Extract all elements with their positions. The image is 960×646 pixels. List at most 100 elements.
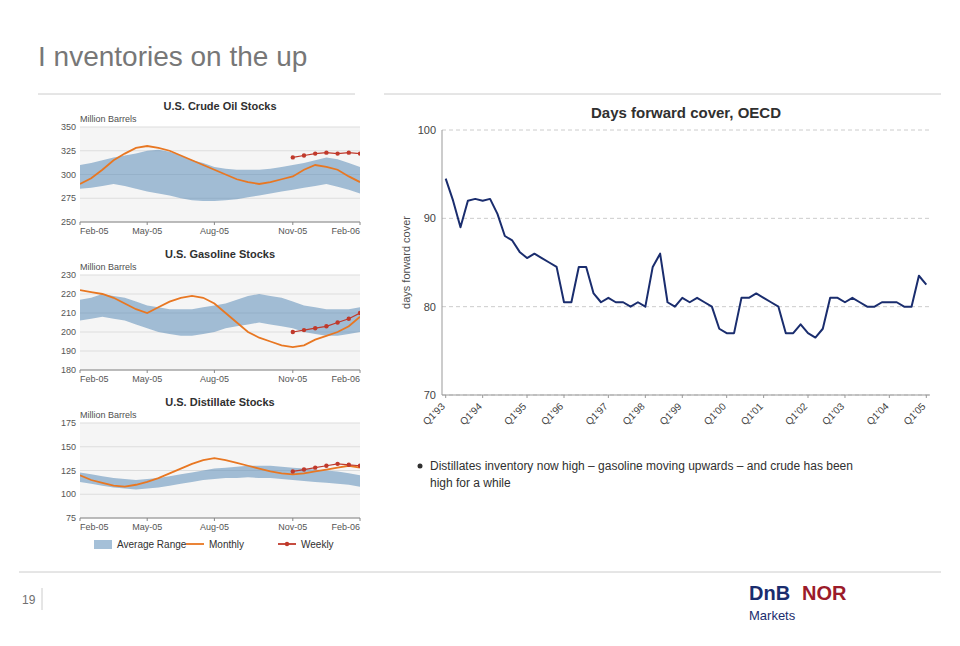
chart-title: U.S. Gasoline Stocks: [165, 248, 275, 260]
oecd-chart: 708090100Q1'93Q1'94Q1'95Q1'96Q1'97Q1'98Q…: [400, 104, 930, 427]
x-tick: [608, 395, 609, 398]
grid-line: [80, 222, 360, 223]
logo-text: Markets: [749, 608, 796, 623]
legend-marker: [285, 542, 289, 546]
bullet-dot: [418, 464, 423, 469]
x-tick-label: Q1'99: [657, 400, 684, 427]
plot-marks: [80, 458, 360, 489]
x-tick-label: Q1'00: [702, 400, 729, 427]
separator: [19, 572, 941, 573]
x-tick-label: Q1'03: [820, 400, 847, 427]
separator: [384, 94, 941, 95]
x-tick-label: Nov-05: [278, 226, 307, 236]
grid-line: [80, 150, 360, 151]
x-tick: [808, 395, 809, 398]
y-tick-label: 230: [61, 270, 76, 280]
x-tick-label: Feb-05: [80, 374, 109, 384]
point: [324, 150, 328, 154]
grid-line: [80, 351, 360, 352]
slide-title: I nventories on the up: [38, 41, 307, 72]
x-tick: [645, 395, 646, 398]
y-tick-label: 180: [61, 365, 76, 375]
y-tick-label: 250: [61, 217, 76, 227]
y-tick-label: 125: [61, 466, 76, 476]
x-tick-label: Q1'01: [739, 400, 766, 427]
y-tick-label: 325: [61, 146, 76, 156]
x-tick-label: Q1'95: [502, 400, 529, 427]
grid-line: [80, 518, 360, 519]
logo-text: DnB: [749, 582, 790, 604]
grid-line: [442, 306, 930, 307]
y-tick-label: 150: [61, 442, 76, 452]
y-tick-label: 200: [61, 327, 76, 337]
x-tick-label: Feb-06: [331, 374, 360, 384]
series-line: [80, 146, 360, 184]
y-tick-label: 70: [424, 389, 436, 401]
point: [358, 464, 360, 468]
x-axis: [80, 222, 360, 223]
logo-text: NOR: [802, 582, 847, 604]
page-number: 19: [22, 593, 36, 607]
grid-line: [442, 218, 930, 219]
legend-label: Monthly: [209, 539, 244, 550]
x-tick-label: Aug-05: [200, 374, 229, 384]
range-band: [80, 294, 360, 336]
small-chart: 75100125150175Feb-05May-05Aug-05Nov-05Fe…: [61, 396, 362, 550]
y-tick-label: 190: [61, 346, 76, 356]
y-tick-label: 220: [61, 289, 76, 299]
point: [335, 151, 339, 155]
series-line: [80, 290, 360, 347]
x-tick-label: May-05: [132, 374, 162, 384]
plot-area: [80, 127, 360, 222]
point: [302, 153, 306, 157]
point: [358, 311, 360, 315]
x-tick-label: Aug-05: [200, 522, 229, 532]
range-band: [80, 150, 360, 201]
y-tick-label: 275: [61, 193, 76, 203]
y-tick-label: 210: [61, 308, 76, 318]
x-tick: [926, 395, 927, 398]
y-tick-label: 175: [61, 418, 76, 428]
x-tick-label: Q1'98: [620, 400, 647, 427]
point: [313, 151, 317, 155]
series-line: [80, 458, 360, 487]
grid-line: [80, 370, 360, 371]
point: [335, 320, 339, 324]
grid-line: [80, 294, 360, 295]
y-axis-label: days forward cover: [400, 216, 412, 309]
plot-marks: [80, 146, 360, 201]
point: [324, 324, 328, 328]
chart-title: U.S. Distillate Stocks: [165, 396, 274, 408]
x-tick-label: Q1'93: [421, 400, 448, 427]
bullet-text: Distillates inventory now high – gasolin…: [430, 459, 853, 473]
x-tick-label: Feb-06: [331, 522, 360, 532]
x-tick-label: Q1'02: [783, 400, 810, 427]
x-tick: [564, 395, 565, 398]
y-tick-label: 100: [418, 124, 436, 136]
x-tick: [889, 395, 890, 398]
y-tick-label: 350: [61, 122, 76, 132]
point: [335, 462, 339, 466]
point: [302, 467, 306, 471]
y-tick-label: 80: [424, 301, 436, 313]
x-tick: [527, 395, 528, 398]
point: [324, 464, 328, 468]
separator: [38, 94, 355, 95]
point: [347, 463, 351, 467]
point: [347, 150, 351, 154]
x-tick-label: Q1'94: [458, 400, 485, 427]
x-tick: [482, 395, 483, 398]
small-chart: 180190200210220230Feb-05May-05Aug-05Nov-…: [61, 248, 362, 384]
x-tick-label: Feb-05: [80, 226, 109, 236]
x-tick-label: Q1'97: [583, 400, 610, 427]
x-tick: [844, 395, 845, 398]
x-tick: [726, 395, 727, 398]
grid-line: [80, 423, 360, 424]
grid-line: [80, 275, 360, 276]
x-tick: [682, 395, 683, 398]
y-axis-label: Million Barrels: [80, 262, 137, 272]
slide: I nventories on the up Distillates invent…: [0, 0, 960, 646]
y-axis: [442, 130, 443, 395]
y-tick-label: 300: [61, 170, 76, 180]
y-tick-label: 100: [61, 489, 76, 499]
